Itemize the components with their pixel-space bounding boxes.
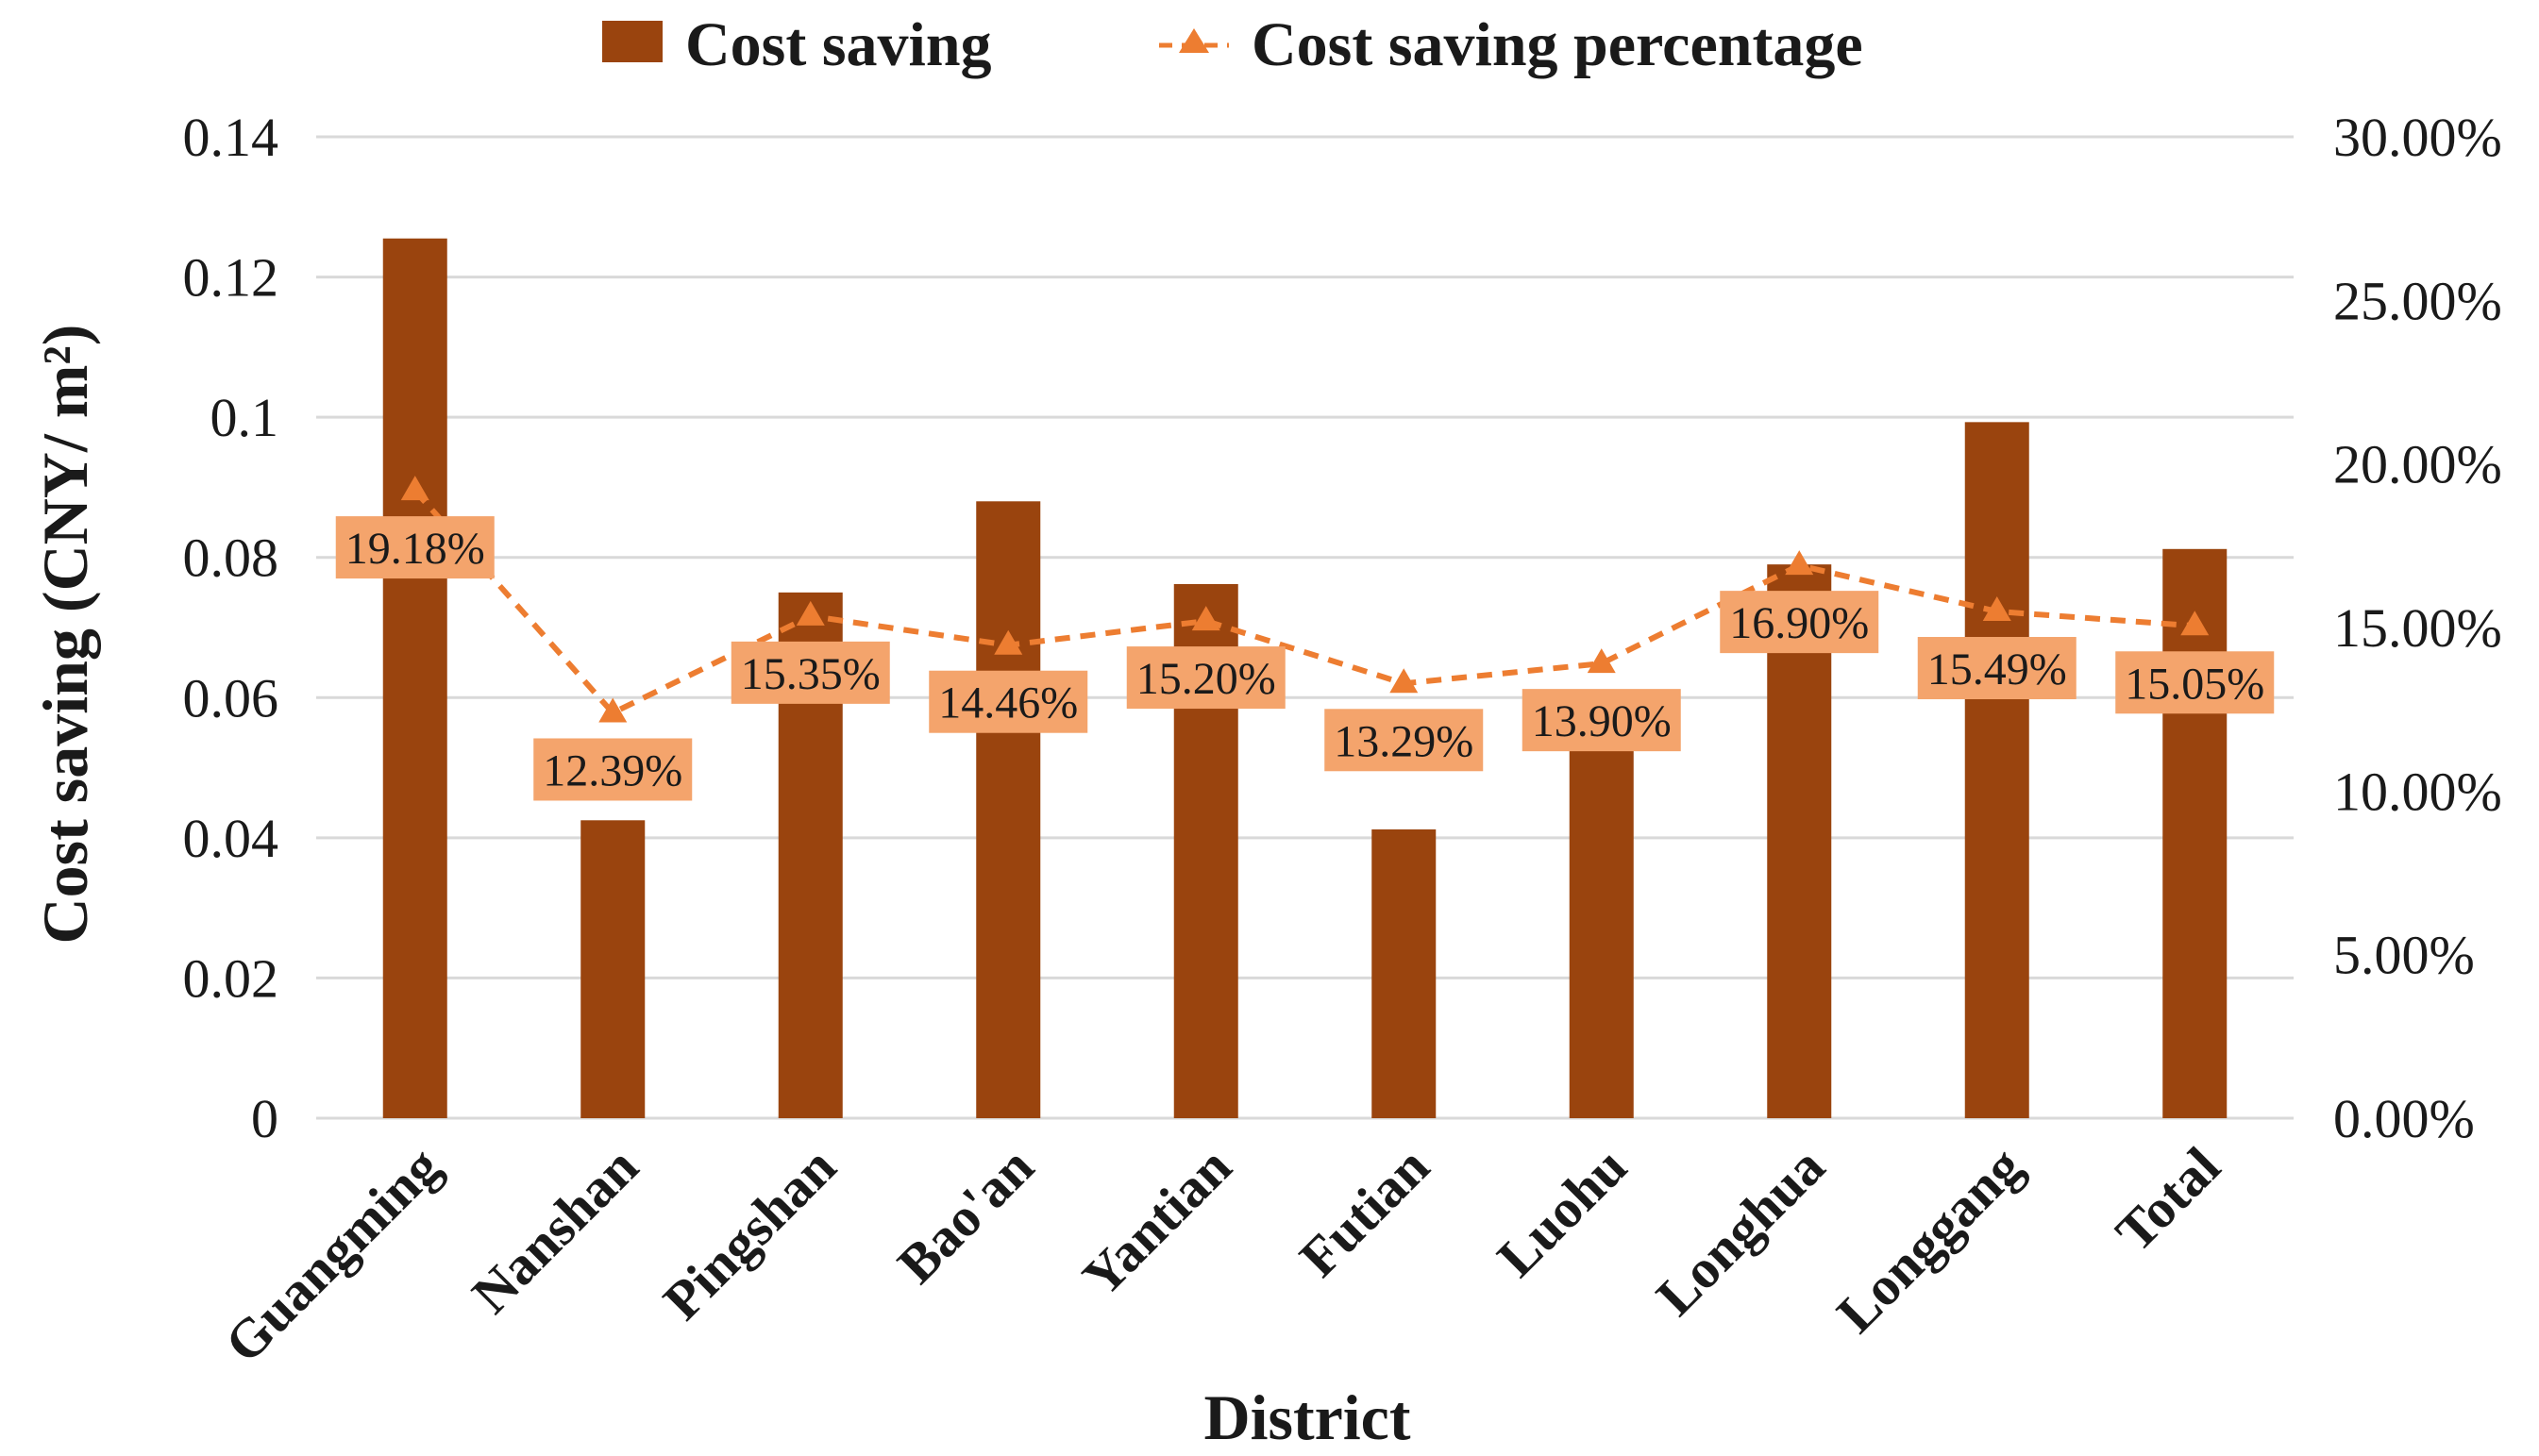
data-label: 13.90% bbox=[1532, 696, 1672, 746]
x-axis-title: District bbox=[1203, 1381, 1410, 1453]
data-label-box bbox=[2115, 651, 2275, 714]
legend-entry-cost-saving: Cost saving bbox=[685, 10, 992, 79]
triangle-marker-icon bbox=[796, 600, 825, 626]
data-label-box bbox=[929, 670, 1088, 733]
legend: Cost saving Cost saving percentage bbox=[602, 10, 1863, 79]
category-label: Bao'an bbox=[885, 1135, 1045, 1295]
left-tick-label: 0.06 bbox=[183, 667, 279, 728]
data-label: 19.18% bbox=[345, 524, 485, 574]
right-tick-label: 10.00% bbox=[2333, 761, 2502, 822]
triangle-marker-icon bbox=[1785, 550, 1814, 576]
right-tick-label: 20.00% bbox=[2333, 434, 2502, 495]
data-label-box bbox=[1324, 709, 1484, 772]
left-tick-label: 0.02 bbox=[183, 947, 279, 1009]
right-tick-label: 15.00% bbox=[2333, 597, 2502, 659]
left-tick-label: 0.14 bbox=[183, 107, 279, 168]
data-label: 15.35% bbox=[741, 649, 881, 699]
triangle-marker-icon bbox=[1982, 596, 2011, 622]
data-label: 16.90% bbox=[1729, 598, 1869, 648]
data-label: 14.46% bbox=[938, 678, 1078, 728]
bar-total bbox=[2162, 548, 2228, 1118]
percentage-markers bbox=[400, 476, 2210, 723]
left-tick-label: 0.08 bbox=[183, 527, 279, 589]
percentage-series-line bbox=[412, 489, 2195, 717]
triangle-marker-icon bbox=[1389, 668, 1419, 694]
legend-bar-swatch bbox=[602, 21, 663, 62]
percentage-labels: 19.18% 12.39% 15.35% 14.46% 15.20% 13.29% 13.9… bbox=[335, 516, 2275, 801]
right-tick-label: 25.00% bbox=[2333, 270, 2502, 331]
triangle-marker-icon bbox=[994, 629, 1023, 655]
category-label: Longgang bbox=[1824, 1135, 2033, 1344]
bar-longgang bbox=[1964, 422, 2029, 1118]
bar-nanshan bbox=[580, 820, 646, 1118]
category-labels: Guangming Nanshan Pingshan Bao'an Yantian Fut… bbox=[213, 1135, 2232, 1374]
data-label-box bbox=[1917, 637, 2077, 700]
data-label: 15.49% bbox=[1927, 644, 2067, 695]
category-label: Luohu bbox=[1486, 1135, 1639, 1288]
right-axis-ticks: 0.00% 5.00% 10.00% 15.00% 20.00% 25.00% 30.00% bbox=[2333, 107, 2502, 1149]
bars bbox=[382, 238, 2228, 1118]
triangle-marker-icon bbox=[1191, 606, 1220, 631]
triangle-marker-icon bbox=[1587, 648, 1616, 674]
triangle-marker-icon bbox=[400, 476, 429, 501]
data-label-box bbox=[731, 641, 890, 704]
right-tick-label: 5.00% bbox=[2333, 925, 2475, 986]
triangle-marker-icon bbox=[598, 697, 628, 723]
data-label: 13.29% bbox=[1334, 716, 1473, 766]
left-axis-ticks: 0 0.02 0.04 0.06 0.08 0.1 0.12 0.14 bbox=[183, 107, 279, 1149]
legend-triangle-marker-icon bbox=[1179, 28, 1209, 53]
legend-entry-cost-saving-percentage: Cost saving percentage bbox=[1252, 10, 1863, 79]
bar-longhua bbox=[1767, 564, 1832, 1118]
category-label: Total bbox=[2104, 1135, 2232, 1264]
category-label: Nanshan bbox=[460, 1135, 649, 1325]
left-tick-label: 0 bbox=[251, 1088, 278, 1149]
bar-guangming bbox=[382, 238, 447, 1118]
bar-luohu bbox=[1569, 747, 1634, 1118]
right-tick-label: 0.00% bbox=[2333, 1088, 2475, 1149]
left-tick-label: 0.12 bbox=[183, 247, 279, 309]
data-label-box bbox=[1126, 646, 1286, 710]
data-label-box bbox=[1720, 591, 1879, 654]
right-tick-label: 30.00% bbox=[2333, 107, 2502, 168]
percentage-line bbox=[412, 489, 2195, 717]
data-label: 15.05% bbox=[2125, 659, 2264, 709]
category-label: Futian bbox=[1287, 1135, 1440, 1288]
category-label: Yantian bbox=[1070, 1135, 1243, 1308]
left-tick-label: 0.04 bbox=[183, 808, 279, 869]
data-label: 12.39% bbox=[543, 745, 682, 795]
category-label: Guangming bbox=[213, 1135, 452, 1374]
data-label-box bbox=[533, 738, 693, 801]
left-tick-label: 0.1 bbox=[210, 387, 279, 448]
bar-baoan bbox=[976, 501, 1041, 1118]
triangle-marker-icon bbox=[2180, 611, 2210, 636]
category-label: Pingshan bbox=[651, 1135, 848, 1331]
category-label: Longhua bbox=[1644, 1135, 1836, 1327]
data-label-box bbox=[1522, 689, 1681, 752]
data-label-box bbox=[335, 516, 495, 579]
bar-futian bbox=[1371, 828, 1437, 1118]
data-label: 15.20% bbox=[1136, 654, 1276, 704]
y-axis-title: Cost saving (CNY/ m²) bbox=[29, 325, 101, 945]
